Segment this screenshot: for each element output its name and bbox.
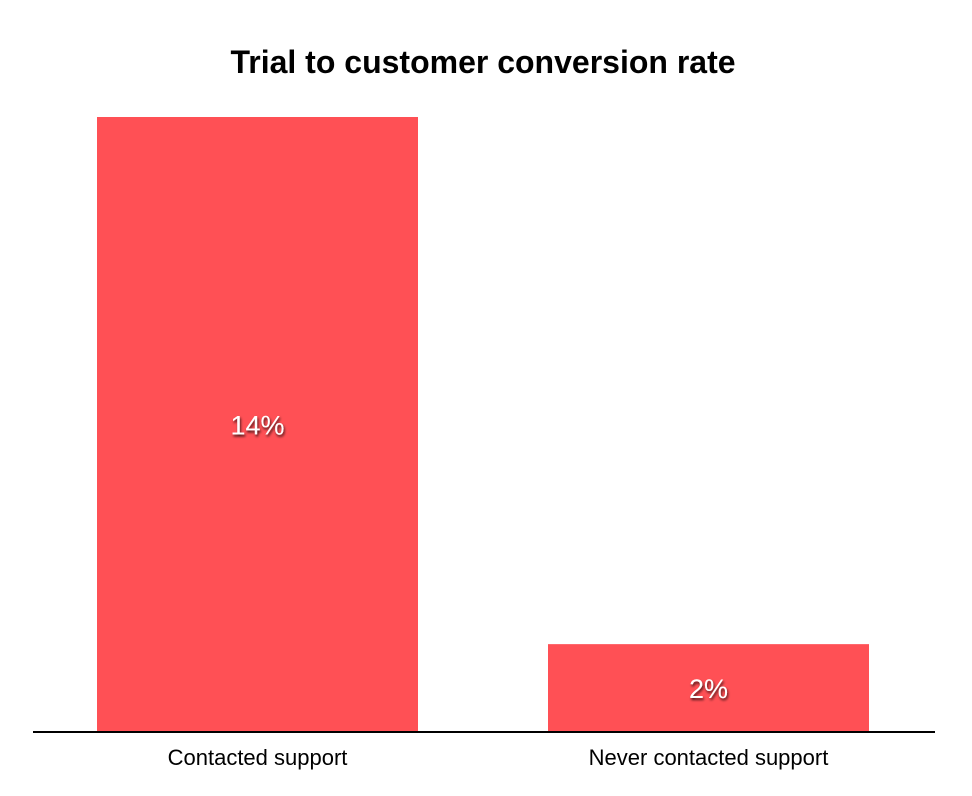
bar-1 [548, 644, 869, 732]
data-label: 14% [230, 411, 284, 441]
chart-title: Trial to customer conversion rate [230, 44, 736, 80]
bar-0 [97, 117, 418, 732]
x-tick-label: Never contacted support [589, 745, 829, 770]
x-tick-label: Contacted support [168, 745, 348, 770]
data-label: 2% [689, 674, 728, 704]
